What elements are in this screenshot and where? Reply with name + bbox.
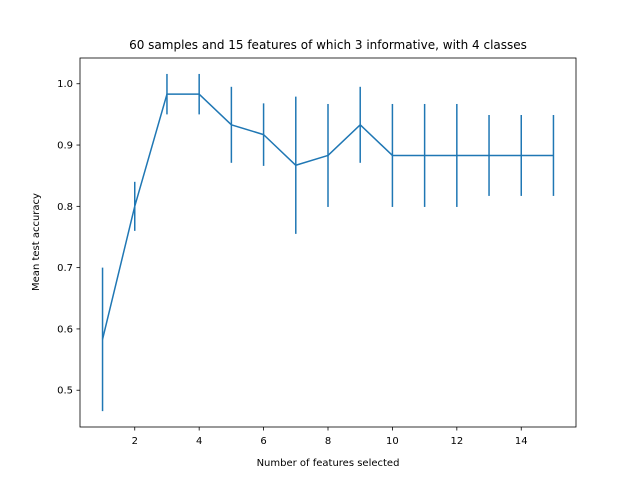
y-tick-label: 0.9 [57,141,73,152]
y-tick-label: 0.5 [57,386,73,397]
y-tick-label: 0.6 [57,324,73,335]
y-tick-label: 0.7 [57,263,73,274]
x-tick-label: 8 [325,436,331,447]
x-tick-label: 12 [450,436,463,447]
plot-frame [79,57,577,428]
x-tick-label: 14 [515,436,528,447]
x-tick-label: 2 [132,436,138,447]
chart-title: 60 samples and 15 features of which 3 in… [129,38,527,52]
x-tick-label: 4 [196,436,202,447]
y-tick-label: 0.8 [57,202,73,213]
y-tick-label: 1.0 [57,79,73,90]
axes: 2 4 6 8 10 12 14 0.5 0.6 0.7 0.8 0.9 1.0 [57,79,528,447]
x-tick-label: 6 [260,436,266,447]
series-line [101,93,554,340]
data-marks [101,73,555,412]
x-axis-label: Number of features selected [257,458,400,469]
x-tick-label: 10 [386,436,399,447]
y-axis-label: Mean test accuracy [31,193,42,291]
